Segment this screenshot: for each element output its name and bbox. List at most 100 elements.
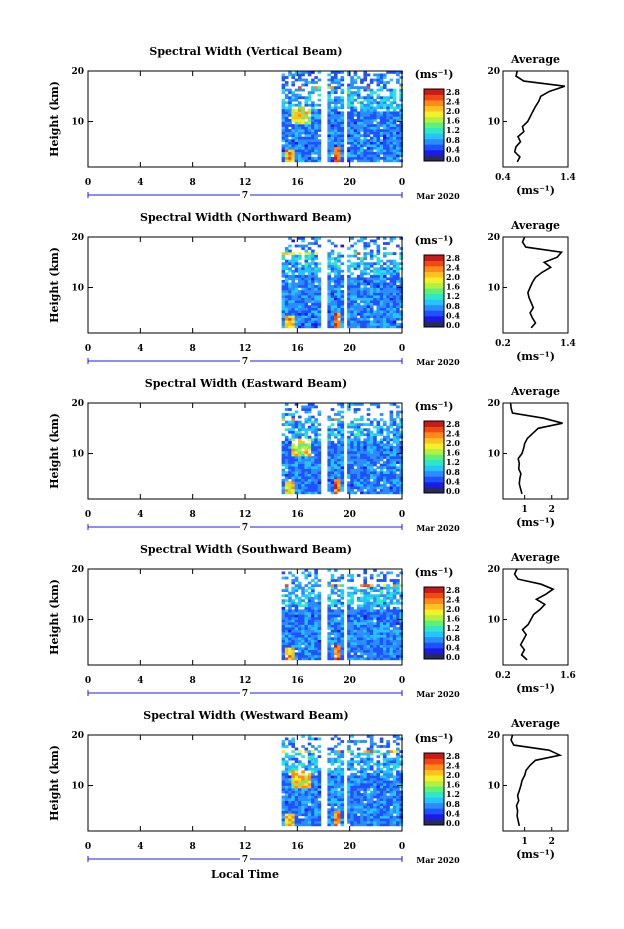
heatmap-cell: [311, 632, 315, 635]
heatmap-cell: [284, 624, 289, 628]
heatmap-cell: [399, 325, 403, 329]
heatmap-cell: [376, 249, 381, 253]
heatmap-cell: [350, 443, 354, 447]
heatmap-cell: [330, 456, 335, 459]
heatmap-cell: [396, 466, 400, 469]
heatmap-cell: [353, 619, 358, 623]
heatmap-cell: [301, 478, 305, 482]
heatmap-cell: [350, 279, 354, 283]
heatmap-cell: [347, 767, 351, 771]
heatmap-cell: [334, 775, 338, 779]
heatmap-cell: [304, 264, 309, 268]
heatmap-cell: [392, 642, 397, 646]
heatmap-cell: [281, 622, 286, 625]
heatmap-cell: [356, 88, 361, 92]
heatmap-cell: [317, 267, 322, 271]
heatmap-cell: [373, 443, 377, 447]
heatmap-cell: [340, 443, 345, 447]
heatmap-cell: [350, 458, 354, 462]
heatmap-cell: [334, 614, 338, 618]
heatmap-cell: [350, 775, 354, 779]
heatmap-cell: [347, 430, 351, 434]
heatmap-cell: [301, 423, 305, 426]
heatmap-cell: [363, 428, 367, 432]
heatmap-cell: [334, 483, 338, 487]
heatmap-cell: [284, 642, 289, 646]
heatmap-cell: [294, 619, 299, 623]
heatmap-cell: [311, 619, 315, 623]
heatmap-cell: [347, 629, 351, 633]
heatmap-cell: [392, 285, 397, 288]
heatmap-cell: [304, 481, 309, 485]
heatmap-cell: [369, 295, 374, 298]
heatmap-cell: [379, 290, 384, 293]
heatmap-cell: [307, 287, 312, 291]
heatmap-cell: [291, 259, 295, 263]
heatmap-cell: [301, 637, 305, 640]
heatmap-cell: [284, 632, 289, 635]
heatmap-cell: [317, 649, 322, 653]
heatmap-cell: [301, 108, 305, 112]
heatmap-cell: [307, 300, 312, 303]
heatmap-cell: [337, 322, 341, 326]
heatmap-cell: [366, 290, 371, 293]
heatmap-cell: [327, 483, 331, 487]
heatmap-cell: [334, 609, 338, 613]
average-title: Average: [510, 551, 560, 564]
heatmap-cell: [353, 451, 358, 454]
heatmap-cell: [366, 614, 371, 618]
heatmap-cell: [360, 783, 364, 786]
heatmap-cell: [340, 151, 345, 155]
heatmap-cell: [340, 647, 345, 651]
heatmap-cell: [298, 269, 302, 273]
heatmap-cell: [396, 269, 400, 273]
colorbar-tick-label: 2.0: [446, 604, 460, 614]
heatmap-cell: [337, 649, 341, 653]
heatmap-cell: [291, 486, 295, 490]
heatmap-cell: [291, 297, 295, 301]
heatmap-cell: [353, 312, 358, 316]
heatmap-cell: [281, 783, 286, 786]
heatmap-cell: [298, 785, 302, 789]
heatmap-cell: [353, 307, 358, 311]
heatmap-cell: [392, 614, 397, 618]
heatmap-cell: [350, 777, 354, 781]
heatmap-cell: [294, 141, 299, 145]
heatmap-cell: [337, 808, 341, 812]
heatmap-cell: [314, 141, 318, 145]
heatmap-cell: [284, 737, 289, 741]
heatmap-cell: [327, 279, 331, 283]
heatmap-cell: [386, 652, 390, 656]
heatmap-cell: [334, 634, 338, 638]
colorbar-tick-label: 2.8: [446, 253, 460, 263]
heatmap-cell: [284, 453, 289, 457]
heatmap-cell: [386, 149, 390, 153]
heatmap-cell: [298, 443, 302, 447]
heatmap-cell: [379, 272, 384, 276]
heatmap-cell: [356, 322, 361, 326]
heatmap-cell: [304, 639, 309, 643]
heatmap-cell: [281, 73, 286, 77]
heatmap-cell: [389, 445, 394, 449]
x-tick-label: 0: [85, 344, 91, 354]
heatmap-cell: [356, 159, 361, 163]
heatmap-cell: [356, 141, 361, 145]
heatmap-cell: [340, 617, 345, 620]
heatmap-cell: [360, 639, 364, 643]
heatmap-cell: [363, 622, 367, 625]
heatmap-cell: [386, 639, 390, 643]
heatmap-cell: [386, 71, 390, 74]
average-frame: [502, 568, 569, 666]
heatmap-cell: [347, 121, 351, 125]
heatmap-cell: [363, 642, 367, 646]
heatmap-cell: [369, 780, 374, 784]
heatmap-cell: [301, 141, 305, 145]
heatmap-cell: [350, 793, 354, 796]
heatmap-cell: [399, 591, 403, 595]
heatmap-cell: [330, 488, 335, 492]
heatmap-cell: [389, 624, 394, 628]
heatmap-cell: [294, 244, 299, 248]
heatmap-cell: [399, 594, 403, 598]
heatmap-cell: [389, 113, 394, 117]
heatmap-cell: [350, 599, 354, 603]
